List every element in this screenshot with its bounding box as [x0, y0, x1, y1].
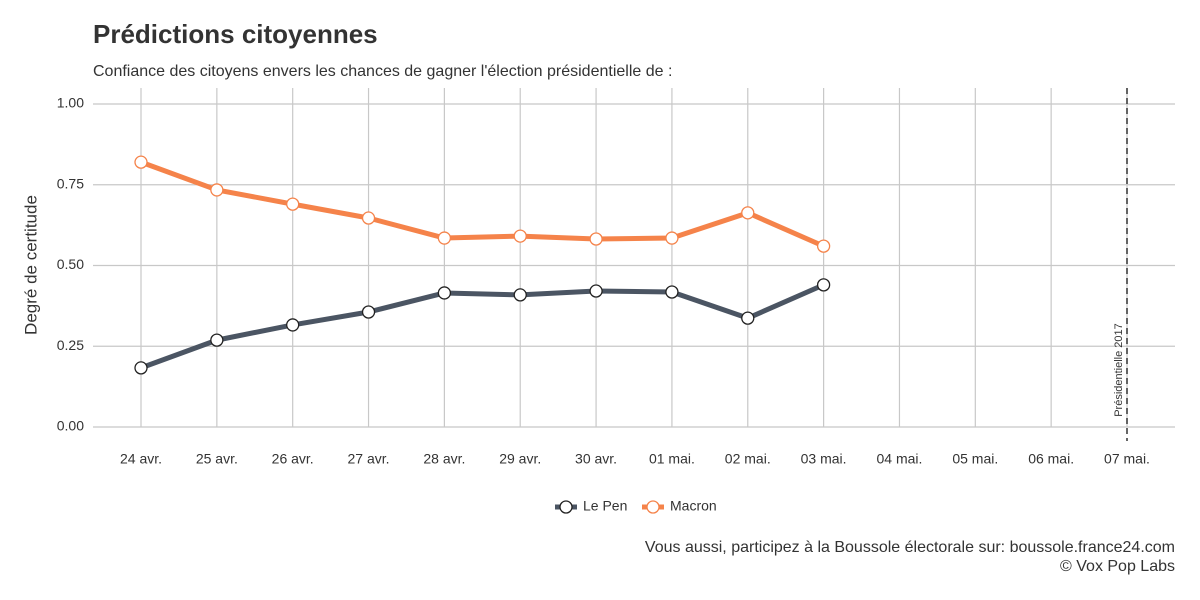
caption: Vous aussi, participez à la Boussole éle…: [645, 539, 1175, 556]
data-point: [361, 211, 376, 225]
data-point: [816, 278, 831, 292]
x-tick-label: 29 avr.: [499, 451, 541, 467]
x-tick-label: 27 avr.: [348, 451, 390, 467]
x-tick-label: 26 avr.: [272, 451, 314, 467]
data-point: [513, 229, 527, 243]
data-point: [210, 333, 224, 347]
data-point: [437, 231, 452, 245]
data-point: [589, 232, 603, 246]
legend-item: Le Pen: [555, 498, 627, 514]
data-point: [665, 231, 679, 245]
x-tick-label: 04 mai.: [877, 451, 923, 467]
x-tick-label: 07 mai.: [1104, 451, 1150, 467]
data-point: [134, 361, 148, 375]
caption: © Vox Pop Labs: [1060, 558, 1175, 575]
legend-item: Macron: [642, 498, 717, 514]
x-tick-label: 02 mai.: [725, 451, 771, 467]
chart-title: Prédictions citoyennes: [93, 19, 378, 49]
y-tick-label: 0.25: [57, 337, 84, 353]
x-tick-label: 06 mai.: [1028, 451, 1074, 467]
data-point: [286, 318, 300, 332]
y-tick-label: 1.00: [57, 95, 84, 111]
y-tick-label: 0.00: [57, 418, 84, 434]
x-tick-label: 25 avr.: [196, 451, 238, 467]
series-line: [140, 159, 825, 249]
annotation: Présidentielle 2017: [1113, 323, 1125, 417]
data-point: [210, 183, 224, 197]
data-point: [741, 206, 755, 220]
x-tick-label: 28 avr.: [423, 451, 465, 467]
data-point: [513, 288, 527, 302]
data-point: [286, 197, 300, 211]
chart-subtitle: Confiance des citoyens envers les chance…: [93, 63, 672, 80]
legend-label: Macron: [670, 498, 717, 514]
y-axis-label: Degré de certitude: [21, 195, 40, 335]
x-tick-label: 01 mai.: [649, 451, 695, 467]
legend-label: Le Pen: [583, 498, 627, 514]
data-point: [816, 239, 831, 253]
data-point: [437, 286, 452, 300]
x-tick-label: 24 avr.: [120, 451, 162, 467]
x-tick-label: 03 mai.: [801, 451, 847, 467]
data-point: [589, 284, 603, 298]
series-line: [140, 282, 825, 371]
legend-marker: [646, 500, 660, 514]
data-point: [741, 311, 755, 325]
x-tick-label: 30 avr.: [575, 451, 617, 467]
y-tick-label: 0.50: [57, 256, 84, 272]
x-tick-label: 05 mai.: [952, 451, 998, 467]
data-point: [665, 285, 679, 299]
data-point: [361, 305, 376, 319]
legend-marker: [559, 500, 573, 514]
y-tick-label: 0.75: [57, 175, 84, 191]
data-point: [134, 155, 148, 169]
